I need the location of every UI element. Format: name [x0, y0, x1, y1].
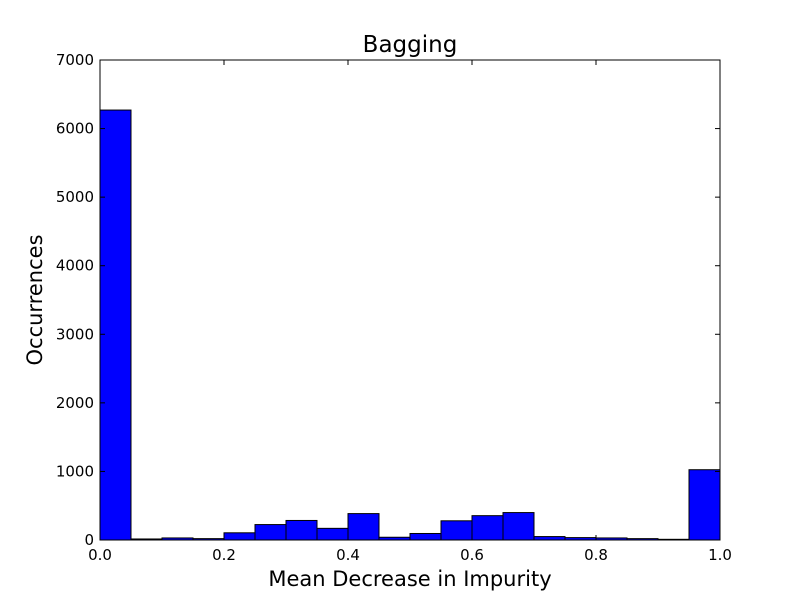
x-tick-label: 0.4: [336, 546, 360, 564]
x-tick-label: 0.6: [460, 546, 484, 564]
x-tick-label: 0.2: [212, 546, 236, 564]
y-tick-label: 5000: [56, 188, 94, 206]
histogram-bar: [254, 524, 287, 541]
x-tick-label: 0.8: [584, 546, 608, 564]
x-tick-label: 0.0: [88, 546, 112, 564]
y-tick-label: 3000: [56, 325, 94, 343]
histogram-bar: [223, 532, 256, 541]
x-tick-label: 1.0: [708, 546, 732, 564]
bars-group: [99, 109, 721, 541]
histogram-bar: [440, 520, 473, 541]
y-tick-label: 2000: [56, 394, 94, 412]
histogram-bar: [471, 515, 504, 541]
chart-title: Bagging: [363, 32, 458, 58]
plot-frame: [99, 59, 721, 541]
histogram-bar: [316, 527, 349, 541]
histogram-bar: [533, 536, 566, 541]
histogram-bar: [347, 513, 380, 541]
y-tick-label: 7000: [56, 51, 94, 69]
ticks-group: 0.0 0.2 0.4 0.6 0.8 1.0 0 1000 2000 3000 4000 5000 6…: [56, 51, 732, 564]
y-tick-label: 6000: [56, 120, 94, 138]
histogram-bar: [502, 512, 535, 541]
y-axis-title: Occurrences: [23, 234, 47, 365]
histogram-bar: [285, 519, 318, 541]
histogram-bar: [409, 532, 442, 541]
y-tick-label: 1000: [56, 462, 94, 480]
x-axis-title: Mean Decrease in Impurity: [268, 567, 551, 591]
histogram-bar: [688, 469, 721, 541]
histogram-bar: [99, 109, 132, 541]
y-tick-label: 4000: [56, 257, 94, 275]
y-tick-label: 0: [84, 531, 94, 549]
